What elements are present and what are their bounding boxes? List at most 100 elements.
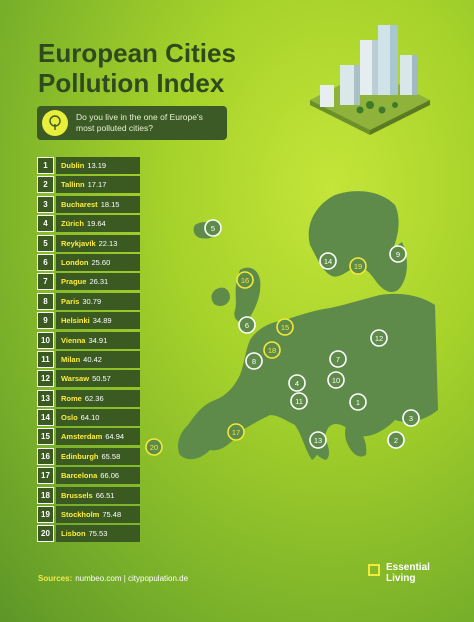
pollution-value: 75.48 — [102, 510, 122, 520]
rank-number: 17 — [37, 467, 54, 485]
rank-number: 13 — [37, 389, 54, 407]
city-name: Milan — [61, 354, 81, 364]
map-marker: 2 — [387, 431, 405, 449]
marker-label: 12 — [375, 334, 383, 343]
pollution-value: 17.17 — [87, 180, 107, 190]
rank-number: 12 — [37, 370, 54, 388]
rank-label: Edinburgh 65.58 — [56, 447, 140, 465]
map-marker: 17 — [227, 423, 245, 441]
map-marker: 4 — [288, 374, 306, 392]
map-marker: 11 — [290, 392, 308, 410]
rank-number: 8 — [37, 292, 54, 310]
rank-number: 19 — [37, 506, 54, 524]
pollution-value: 19.64 — [86, 219, 106, 229]
marker-label: 20 — [150, 443, 158, 452]
rank-label: Stockholm 75.48 — [56, 506, 140, 524]
ranking-row: 16 Edinburgh 65.58 — [37, 447, 140, 465]
rank-number: 5 — [37, 234, 54, 252]
city-name: Oslo — [61, 413, 78, 423]
rank-number: 10 — [37, 331, 54, 349]
ranking-row: 18 Brussels 66.51 — [37, 486, 140, 504]
rank-number: 15 — [37, 428, 54, 446]
pollution-ranking-list: 1 Dublin 13.19 2 Tallinn 17.17 3 Bucharest 18.15… — [37, 157, 140, 545]
rank-label: Warsaw 50.57 — [56, 370, 140, 388]
ranking-row: 20 Lisbon 75.53 — [37, 525, 140, 543]
question-banner: Do you live in the one of Europe's most … — [37, 106, 227, 140]
brand-square-icon — [368, 564, 380, 576]
rank-label: Brussels 66.51 — [56, 486, 140, 504]
ranking-row: 8 Paris 30.79 — [37, 292, 140, 310]
marker-label: 19 — [354, 262, 362, 271]
marker-label: 7 — [336, 355, 340, 364]
ranking-row: 3 Bucharest 18.15 — [37, 195, 140, 213]
pollution-value: 34.91 — [88, 335, 108, 345]
marker-label: 17 — [232, 428, 240, 437]
europe-map: 1 2 3 4 5 6 7 8 9 10 11 12 13 14 15 16 17 18 19 20 — [140, 170, 440, 490]
ranking-row: 15 Amsterdam 64.94 — [37, 428, 140, 446]
city-name: Stockholm — [61, 510, 100, 520]
pollution-value: 64.94 — [105, 432, 125, 442]
question-text: Do you live in the one of Europe's most … — [76, 112, 203, 133]
rank-number: 4 — [37, 215, 54, 233]
pollution-value: 66.06 — [100, 471, 120, 481]
marker-label: 6 — [245, 321, 249, 330]
ranking-row: 14 Oslo 64.10 — [37, 409, 140, 427]
map-marker: 20 — [145, 438, 163, 456]
sources-note: Sources: numbeo.com | citypopulation.de — [38, 574, 188, 583]
city-name: Edinburgh — [61, 451, 99, 461]
pollution-value: 40.42 — [83, 354, 102, 364]
ranking-row: 17 Barcelona 66.06 — [37, 467, 140, 485]
rank-label: Tallinn 17.17 — [56, 176, 140, 194]
marker-label: 16 — [241, 276, 249, 285]
city-name: Prague — [61, 277, 87, 287]
map-marker: 18 — [263, 341, 281, 359]
pollution-value: 25.60 — [91, 257, 111, 267]
city-buildings-illustration — [300, 20, 440, 140]
rank-label: Reykjavík 22.13 — [56, 234, 140, 252]
brand-name: Essential Living — [386, 562, 430, 584]
rank-number: 7 — [37, 273, 54, 291]
city-name: Tallinn — [61, 180, 85, 190]
marker-label: 13 — [314, 436, 322, 445]
marker-label: 14 — [324, 257, 332, 266]
rank-label: Barcelona 66.06 — [56, 467, 140, 485]
marker-label: 9 — [396, 250, 400, 259]
ranking-row: 6 London 25.60 — [37, 253, 140, 271]
marker-label: 11 — [295, 397, 303, 406]
pollution-value: 64.10 — [80, 413, 100, 423]
ranking-row: 9 Helsinki 34.89 — [37, 312, 140, 330]
map-marker: 7 — [329, 350, 347, 368]
rank-label: Helsinki 34.89 — [56, 312, 140, 330]
ranking-row: 1 Dublin 13.19 — [37, 157, 140, 174]
ranking-row: 5 Reykjavík 22.13 — [37, 234, 140, 252]
marker-label: 18 — [268, 346, 276, 355]
city-name: Reykjavík — [61, 238, 96, 248]
page-title: European Cities Pollution Index — [38, 38, 236, 98]
map-marker: 15 — [276, 318, 294, 336]
marker-label: 1 — [356, 398, 360, 407]
marker-label: 8 — [252, 357, 256, 366]
pollution-value: 65.58 — [101, 451, 121, 461]
pollution-value: 18.15 — [100, 199, 120, 209]
map-marker: 12 — [370, 329, 388, 347]
pollution-value: 50.57 — [92, 374, 111, 384]
rank-label: Paris 30.79 — [56, 292, 140, 310]
marker-label: 5 — [211, 224, 215, 233]
map-marker: 3 — [402, 409, 420, 427]
map-marker: 13 — [309, 431, 327, 449]
marker-label: 10 — [332, 376, 340, 385]
sources-label: Sources: — [38, 574, 73, 583]
city-name: Barcelona — [61, 471, 98, 481]
map-marker: 10 — [327, 371, 345, 389]
rank-number: 20 — [37, 525, 54, 543]
rank-number: 6 — [37, 253, 54, 271]
rank-label: Milan 40.42 — [56, 350, 140, 368]
rank-label: Amsterdam 64.94 — [56, 428, 140, 446]
rank-number: 14 — [37, 409, 54, 427]
ranking-row: 13 Rome 62.36 — [37, 389, 140, 407]
rank-number: 1 — [37, 157, 54, 174]
marker-label: 15 — [281, 323, 289, 332]
map-marker: 5 — [204, 219, 222, 237]
map-marker: 19 — [349, 257, 367, 275]
city-name: Rome — [61, 393, 82, 403]
